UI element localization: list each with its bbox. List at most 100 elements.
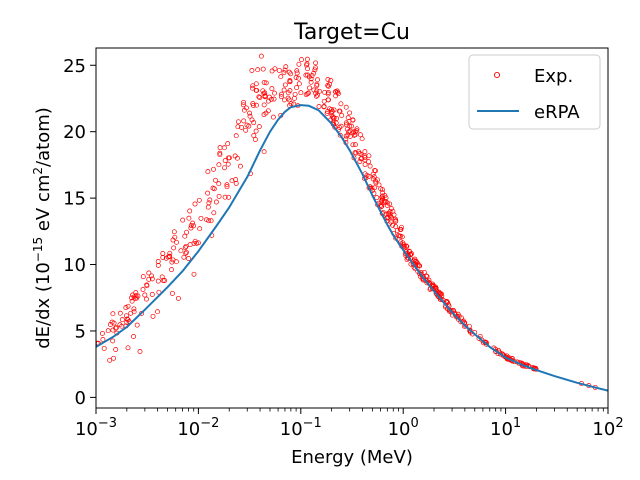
exp-point <box>333 89 338 95</box>
exp-point <box>364 172 370 178</box>
exp-point <box>394 227 400 233</box>
exp-point <box>149 276 155 282</box>
exp-point <box>117 322 123 328</box>
exp-point <box>294 70 300 76</box>
exp-point <box>169 290 175 296</box>
y-label-exp1: −15 <box>31 237 45 262</box>
exp-point <box>217 152 223 158</box>
exp-point <box>255 67 261 73</box>
exp-point <box>211 210 217 216</box>
exp-point <box>325 91 331 97</box>
exp-point <box>349 123 354 129</box>
exp-point <box>204 217 209 223</box>
exp-point <box>380 187 385 193</box>
exp-point <box>308 79 314 85</box>
exp-point <box>294 68 300 74</box>
exp-point <box>194 240 200 246</box>
exp-point <box>298 90 304 96</box>
exp-point <box>213 177 218 183</box>
exp-point <box>272 90 277 96</box>
exp-point <box>134 322 140 328</box>
exp-point <box>382 193 388 199</box>
exp-point <box>317 88 323 94</box>
exp-point <box>139 310 145 316</box>
exp-point <box>140 274 146 280</box>
exp-point <box>134 295 140 301</box>
exp-point <box>225 161 231 167</box>
exp-point <box>359 152 365 158</box>
exp-point <box>183 243 189 249</box>
exp-point <box>226 155 232 161</box>
exp-point <box>313 93 319 99</box>
exp-point <box>316 104 322 109</box>
x-tick-label: 10−1 <box>280 416 322 440</box>
exp-point <box>187 208 193 214</box>
exp-point <box>173 259 179 265</box>
y-tick-label: 20 <box>63 122 86 143</box>
exp-point <box>336 108 342 114</box>
exp-point <box>303 72 309 78</box>
exp-point <box>282 82 288 88</box>
exp-point <box>253 128 259 134</box>
exp-point <box>233 180 239 186</box>
exp-point <box>167 254 173 260</box>
exp-point <box>373 168 378 174</box>
exp-point <box>312 67 318 73</box>
y-axis: 0 5 10 15 20 25 <box>63 56 96 409</box>
exp-point <box>265 108 271 114</box>
exp-point <box>252 137 258 142</box>
exp-point <box>388 213 394 219</box>
exp-point <box>140 287 146 292</box>
exp-point <box>321 104 327 110</box>
exp-point <box>283 64 289 70</box>
exp-point <box>247 113 253 119</box>
x-tick-label: 101 <box>490 416 521 440</box>
y-tick-label: 15 <box>63 189 86 210</box>
exp-point <box>249 85 255 91</box>
erpa-line <box>96 104 608 392</box>
y-axis-label: dE/dx (10−15 eV cm2/atom) <box>31 107 54 349</box>
exp-point <box>213 199 219 205</box>
exp-point <box>351 132 357 138</box>
exp-point <box>253 87 259 93</box>
exp-point <box>133 293 139 299</box>
exp-point <box>372 185 378 191</box>
exp-point <box>205 204 211 210</box>
exp-point <box>150 313 156 319</box>
y-tick-label: 10 <box>63 255 86 276</box>
exp-point <box>186 215 192 221</box>
exp-point <box>261 102 267 108</box>
exp-point <box>107 357 113 363</box>
x-axis: 10−3 10−2 10−1 100 101 102 <box>75 408 624 440</box>
exp-point <box>205 169 211 175</box>
exp-point <box>397 226 403 232</box>
exp-point <box>293 75 299 80</box>
exp-point <box>190 220 196 226</box>
exp-point <box>175 295 181 301</box>
exp-point <box>211 186 217 192</box>
exp-point <box>325 77 331 82</box>
exp-point <box>246 123 252 129</box>
exp-point <box>379 197 385 203</box>
exp-point <box>343 133 349 139</box>
exp-point <box>222 194 228 200</box>
exp-point <box>379 198 384 204</box>
exp-point <box>155 309 160 315</box>
exp-point <box>225 141 231 147</box>
exp-point <box>296 61 302 67</box>
exp-point <box>288 71 294 77</box>
exp-point <box>124 313 129 319</box>
x-tick-label: 10−2 <box>177 416 219 440</box>
exp-point <box>159 274 165 280</box>
exp-point <box>296 81 302 87</box>
exp-point <box>155 262 161 268</box>
exp-point <box>146 276 152 282</box>
y-tick-label: 25 <box>63 56 86 77</box>
legend: Exp. eRPA <box>468 54 601 130</box>
exp-point <box>196 197 202 203</box>
exp-point <box>261 112 267 118</box>
exp-point <box>260 66 266 72</box>
exp-point <box>351 129 357 135</box>
exp-point <box>374 195 380 201</box>
exp-point <box>287 78 293 83</box>
